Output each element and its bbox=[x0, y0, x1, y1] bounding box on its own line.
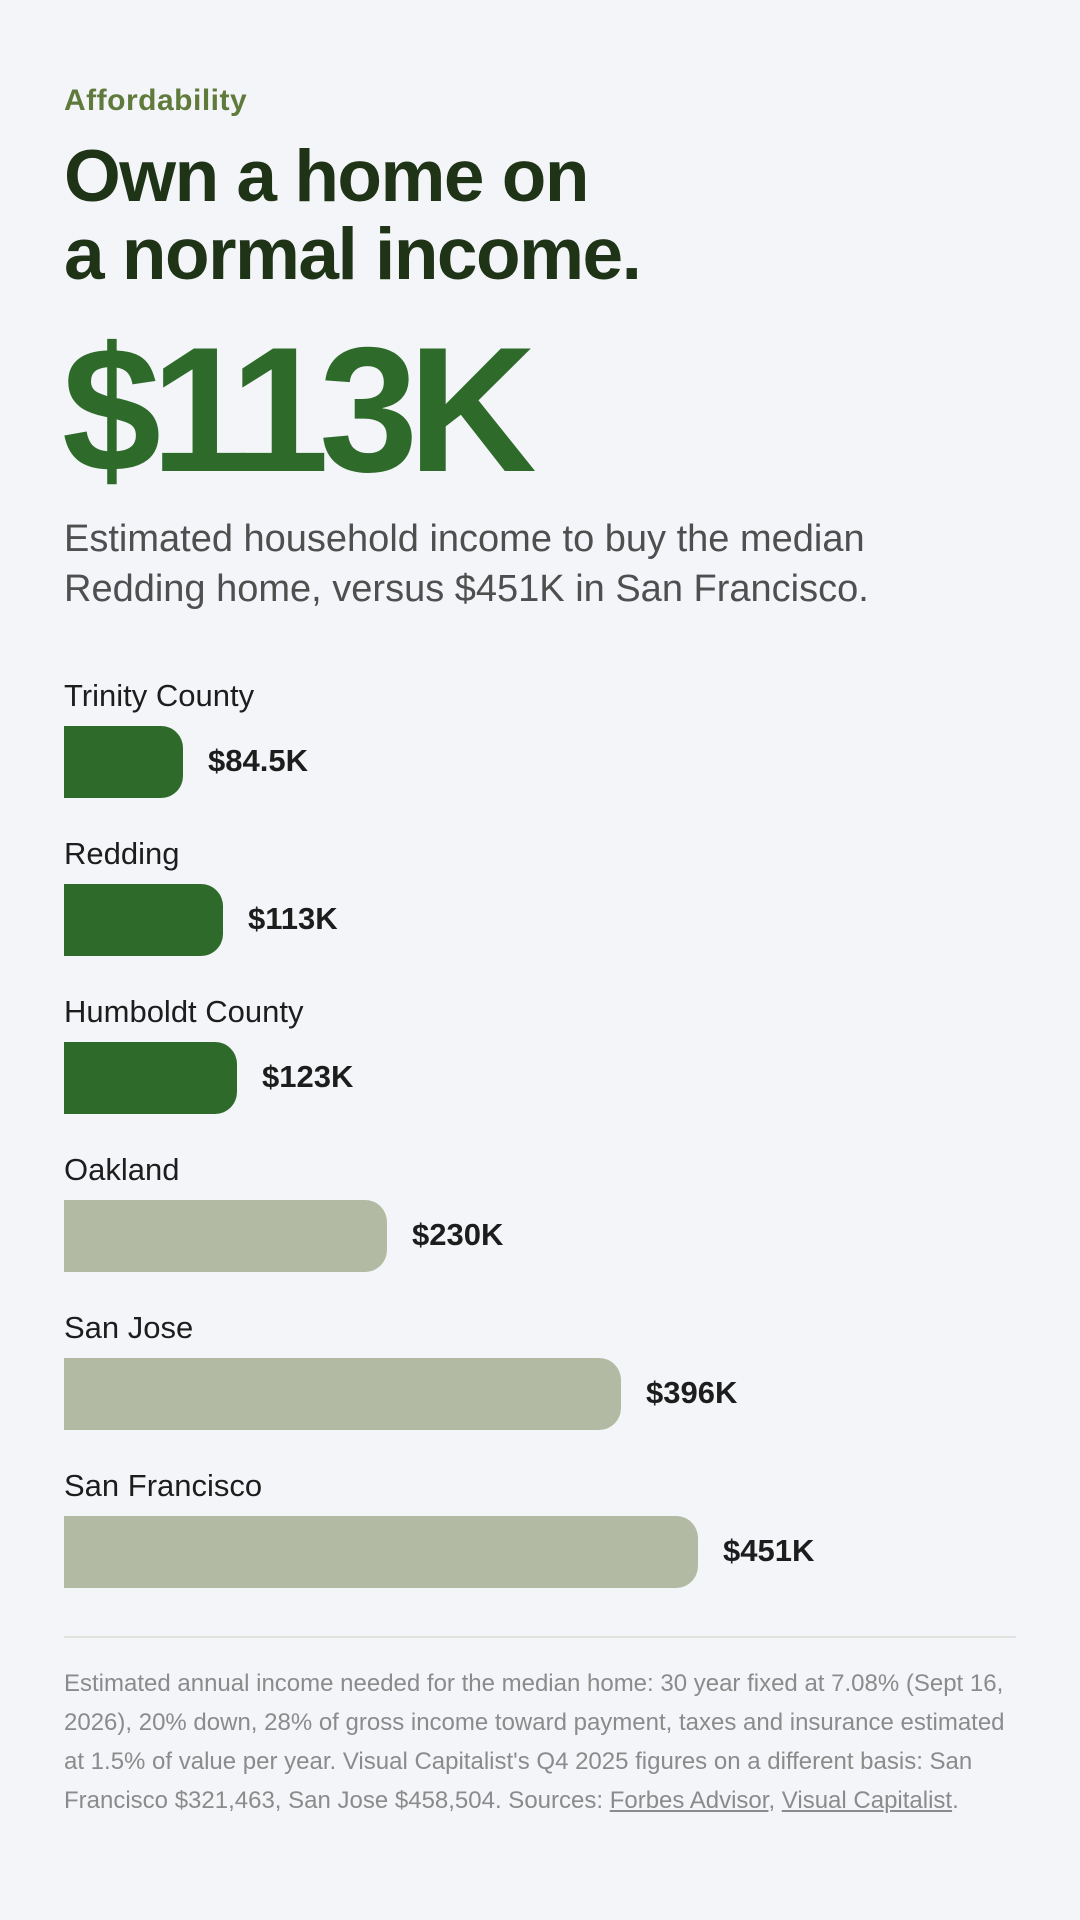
bar-row: Trinity County $84.5K bbox=[64, 678, 1016, 818]
footnote-text: Estimated annual income needed for the m… bbox=[64, 1670, 1005, 1814]
bar-row: San Jose $396K bbox=[64, 1310, 1016, 1450]
bar-category-label: San Francisco bbox=[64, 1468, 263, 1503]
headline-line-2: a normal income. bbox=[64, 214, 642, 295]
bar-row: Redding $113K bbox=[64, 836, 1016, 976]
bar-value-label: $230K bbox=[412, 1217, 504, 1252]
subhead: Estimated household income to buy the me… bbox=[64, 518, 869, 610]
bar bbox=[64, 1042, 237, 1114]
bar-value-label: $123K bbox=[262, 1059, 354, 1094]
bar bbox=[64, 1358, 621, 1430]
bar bbox=[64, 1516, 698, 1588]
hero-number: $113K bbox=[62, 310, 537, 509]
bar bbox=[64, 884, 223, 956]
bar-category-label: Redding bbox=[64, 836, 180, 871]
bar bbox=[64, 1200, 387, 1272]
footnote-end: . bbox=[952, 1787, 959, 1814]
headline-line-1: Own a home on bbox=[64, 136, 589, 217]
headline: Own a home on a normal income. bbox=[64, 136, 642, 295]
bar-category-label: Oakland bbox=[64, 1152, 180, 1187]
divider bbox=[64, 1636, 1016, 1638]
bar-row: Humboldt County $123K bbox=[64, 994, 1016, 1134]
footnote-separator: , bbox=[768, 1787, 782, 1814]
bar-category-label: San Jose bbox=[64, 1310, 194, 1345]
bar-category-label: Humboldt County bbox=[64, 994, 304, 1029]
footnote: Estimated annual income needed for the m… bbox=[64, 1664, 1016, 1820]
bar-category-label: Trinity County bbox=[64, 678, 255, 713]
forbes-advisor-link[interactable]: Forbes Advisor bbox=[609, 1787, 769, 1814]
bar bbox=[64, 726, 183, 798]
bar-value-label: $451K bbox=[723, 1533, 815, 1568]
bar-row: Oakland $230K bbox=[64, 1152, 1016, 1292]
eyebrow-label: Affordability bbox=[64, 84, 248, 117]
bar-value-label: $113K bbox=[248, 901, 338, 936]
bar-value-label: $396K bbox=[646, 1375, 738, 1410]
bar-value-label: $84.5K bbox=[208, 743, 308, 778]
bar-row: San Francisco $451K bbox=[64, 1468, 1016, 1608]
visual-capitalist-link[interactable]: Visual Capitalist bbox=[781, 1787, 953, 1814]
